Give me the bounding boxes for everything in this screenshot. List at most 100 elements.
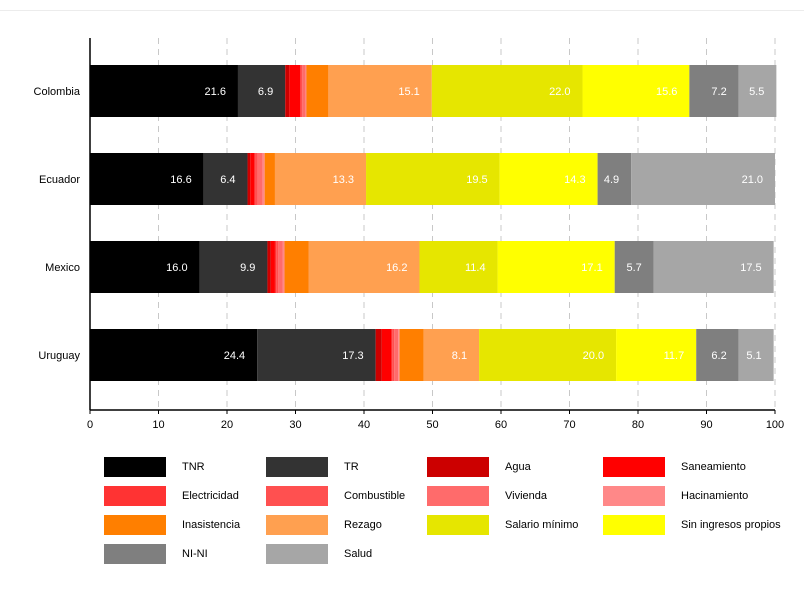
- x-tick-label: 30: [289, 419, 301, 431]
- top-divider: [0, 10, 804, 11]
- legend-swatch: [427, 457, 489, 477]
- data-label: 5.5: [749, 86, 764, 98]
- data-label: 17.5: [740, 262, 761, 274]
- data-label: 24.4: [224, 350, 245, 362]
- x-tick-label: 70: [563, 419, 575, 431]
- bar-segment: [431, 65, 583, 117]
- bar-segment: [267, 241, 271, 293]
- data-label: 17.1: [581, 262, 602, 274]
- bar-segment: [399, 329, 424, 381]
- data-label: 21.0: [742, 174, 763, 186]
- legend-label: Sin ingresos propios: [681, 519, 781, 531]
- bar-segment: [394, 329, 399, 381]
- bar-segment: [250, 153, 255, 205]
- bar-segment: [738, 65, 777, 117]
- legend-item: Rezago: [266, 515, 382, 535]
- legend-label: Salud: [344, 548, 373, 560]
- bar-segment: [308, 241, 420, 293]
- category-label: Uruguay: [38, 350, 80, 362]
- legend-swatch: [603, 486, 665, 506]
- bar-segment: [237, 65, 286, 117]
- legend-swatch: [104, 457, 166, 477]
- bar-segment: [328, 65, 432, 117]
- bar-segment: [689, 65, 739, 117]
- bar-segment: [262, 153, 265, 205]
- bar-segment: [90, 329, 258, 381]
- bar-segment: [257, 329, 376, 381]
- bar-segment: [254, 153, 256, 205]
- legend-swatch: [427, 515, 489, 535]
- legend-swatch: [427, 486, 489, 506]
- legend-item: Inasistencia: [104, 515, 240, 535]
- bar-segment: [631, 153, 775, 205]
- bar-segment: [738, 329, 774, 381]
- legend-label: Hacinamiento: [681, 490, 749, 502]
- data-label: 8.1: [452, 350, 467, 362]
- data-label: 11.7: [664, 350, 685, 362]
- legend-swatch: [104, 544, 166, 564]
- bar-segment: [199, 241, 268, 293]
- data-label: 17.3: [342, 350, 363, 362]
- data-label: 14.3: [564, 174, 585, 186]
- bar-segment: [276, 241, 279, 293]
- x-tick-label: 100: [766, 419, 784, 431]
- bar-segment: [90, 65, 238, 117]
- bar-segment: [391, 329, 393, 381]
- x-tick-label: 40: [358, 419, 370, 431]
- legend-item: Salud: [266, 544, 372, 564]
- x-tick-label: 80: [632, 419, 644, 431]
- data-label: 20.0: [583, 350, 604, 362]
- legend-item: Agua: [427, 457, 531, 477]
- bar-segment: [289, 65, 301, 117]
- bar-segment: [90, 241, 200, 293]
- data-label: 15.6: [656, 86, 677, 98]
- data-label: 6.9: [258, 86, 273, 98]
- bar-segment: [614, 241, 654, 293]
- legend-label: TR: [344, 461, 359, 473]
- legend-item: Vivienda: [427, 486, 547, 506]
- x-tick-label: 0: [87, 419, 93, 431]
- legend-item: Combustible: [266, 486, 405, 506]
- legend-label: Vivienda: [505, 490, 547, 502]
- legend-item: TR: [266, 457, 359, 477]
- data-label: 6.2: [711, 350, 726, 362]
- legend-swatch: [104, 515, 166, 535]
- stacked-bar-chart: 21.6 6.9 15.1 22.0 15.6 7.2 5.5 Colombia 16.6 6.4…: [34, 38, 784, 431]
- bar-segment: [653, 241, 774, 293]
- bar-segment: [274, 241, 277, 293]
- bar-segment: [582, 65, 690, 117]
- bar-segment: [597, 153, 632, 205]
- legend-label: Inasistencia: [182, 519, 241, 531]
- data-label: 19.5: [466, 174, 487, 186]
- data-label: 16.6: [170, 174, 191, 186]
- data-label: 15.1: [398, 86, 419, 98]
- bar-segment: [257, 153, 263, 205]
- bar-segment: [479, 329, 617, 381]
- legend-swatch: [266, 544, 328, 564]
- legend-item: Salario mínimo: [427, 515, 578, 535]
- bar-segment: [274, 153, 367, 205]
- legend-label: TNR: [182, 461, 205, 473]
- data-label: 4.9: [604, 174, 619, 186]
- x-tick-label: 20: [221, 419, 233, 431]
- legend-swatch: [266, 457, 328, 477]
- bar-segment: [300, 65, 303, 117]
- legend-swatch: [603, 515, 665, 535]
- data-label: 5.7: [626, 262, 641, 274]
- category-label: Mexico: [45, 262, 80, 274]
- category-label: Ecuador: [39, 174, 80, 186]
- bar-segment: [497, 241, 615, 293]
- bar-segment: [282, 241, 285, 293]
- bar-segment: [278, 241, 283, 293]
- legend-item: Electricidad: [104, 486, 239, 506]
- bar-segment: [375, 329, 382, 381]
- bar-segment: [247, 153, 251, 205]
- legend-item: Hacinamiento: [603, 486, 748, 506]
- legend-swatch: [603, 457, 665, 477]
- legend-label: Salario mínimo: [505, 519, 579, 531]
- bar-segment: [499, 153, 598, 205]
- data-label: 7.2: [711, 86, 726, 98]
- bar-segment: [302, 65, 306, 117]
- legend-item: Sin ingresos propios: [603, 515, 781, 535]
- bar-segment: [398, 329, 400, 381]
